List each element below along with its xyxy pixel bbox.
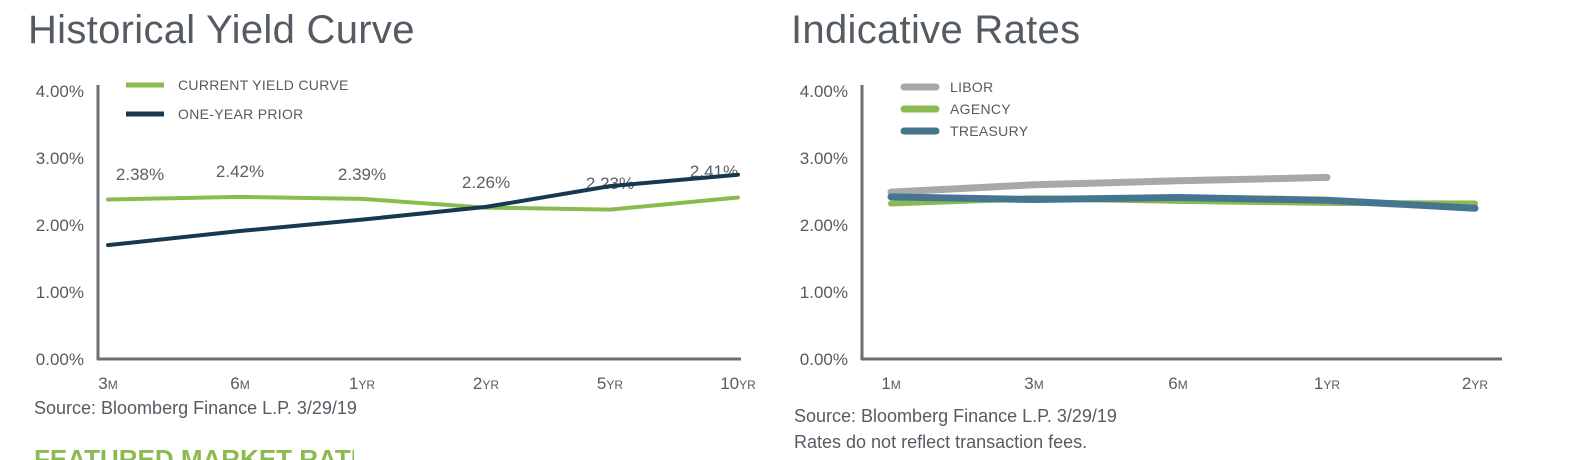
x-tick-label: 1YR	[1314, 374, 1340, 393]
data-point-one-year-prior	[485, 206, 487, 208]
x-tick-label: 5YR	[597, 374, 623, 393]
data-point-libor	[1177, 180, 1179, 182]
y-tick-label: 0.00%	[800, 350, 848, 369]
y-tick-label: 3.00%	[36, 149, 84, 168]
legend-label-treasury: TREASURY	[950, 123, 1029, 139]
legend-label-libor: LIBOR	[950, 79, 994, 95]
y-tick-label: 2.00%	[800, 216, 848, 235]
data-point-treasury	[1474, 207, 1476, 209]
y-tick-label: 3.00%	[800, 149, 848, 168]
legend-label-one-year-prior: ONE-YEAR PRIOR	[178, 106, 304, 122]
data-point-one-year-prior	[107, 244, 109, 246]
data-label: 2.38%	[116, 165, 164, 184]
data-point-treasury	[1177, 197, 1179, 199]
y-tick-label: 4.00%	[36, 82, 84, 101]
x-tick-label: 1M	[881, 374, 900, 393]
chart-title: Historical Yield Curve	[28, 8, 415, 52]
x-tick-label: 10YR	[720, 374, 756, 393]
x-tick-label: 3M	[1024, 374, 1043, 393]
y-tick-label: 0.00%	[36, 350, 84, 369]
indicative-rates-chart: 0.00% 1.00% 2.00% 3.00% 4.00% 1M 3M 6M 1YR 2YR LIB…	[800, 79, 1502, 393]
data-point-treasury	[1326, 199, 1328, 201]
data-point-one-year-prior	[239, 230, 241, 232]
series-line-libor	[887, 173, 1331, 196]
y-tick-label: 1.00%	[800, 283, 848, 302]
chart-source: Source: Bloomberg Finance L.P. 3/29/19	[34, 398, 357, 418]
x-tick-label: 2YR	[1462, 374, 1488, 393]
chart-title: Indicative Rates	[791, 8, 1081, 52]
data-point-agency	[890, 203, 892, 205]
y-tick-label: 4.00%	[800, 82, 848, 101]
y-tick-label: 1.00%	[36, 283, 84, 302]
historical-yield-curve-chart: 0.00% 1.00% 2.00% 3.00% 4.00% 3M 6M 1YR 2YR 5YR 10…	[36, 77, 756, 393]
x-tick-label: 6M	[1168, 374, 1187, 393]
x-tick-label: 6M	[230, 374, 249, 393]
data-label: 2.26%	[462, 173, 510, 192]
data-point-one-year-prior	[737, 174, 739, 176]
data-point-treasury	[890, 196, 892, 198]
y-tick-label: 2.00%	[36, 216, 84, 235]
data-point-libor	[1326, 176, 1328, 178]
section-heading-cutoff: FEATURED MARKET RATES	[34, 446, 354, 460]
historical-yield-curve-panel: Historical Yield Curve 0.00% 1.00% 2.00% 3.…	[0, 0, 780, 458]
chart-source: Source: Bloomberg Finance L.P. 3/29/19	[794, 406, 1117, 426]
data-point-libor	[890, 191, 892, 193]
data-point-current-yield-curve	[737, 197, 739, 199]
x-tick-label: 2YR	[473, 374, 499, 393]
data-point-current-yield-curve	[239, 196, 241, 198]
chart-note: Rates do not reflect transaction fees.	[794, 432, 1088, 452]
data-label: 2.39%	[338, 165, 386, 184]
indicative-rates-panel: Indicative Rates 0.00% 1.00% 2.00% 3.00% 4.0…	[780, 0, 1588, 458]
data-point-one-year-prior	[361, 219, 363, 221]
data-point-current-yield-curve	[609, 209, 611, 211]
data-point-current-yield-curve	[361, 198, 363, 200]
legend-label-current-yield-curve: CURRENT YIELD CURVE	[178, 77, 349, 93]
data-point-current-yield-curve	[107, 199, 109, 201]
legend-label-agency: AGENCY	[950, 101, 1011, 117]
series-line-current-yield-curve	[106, 194, 740, 212]
x-tick-label: 1YR	[349, 374, 375, 393]
data-point-one-year-prior	[609, 185, 611, 187]
data-point-agency	[1474, 203, 1476, 205]
data-point-libor	[1033, 184, 1035, 186]
featured-heading: FEATURED MARKET RATES	[34, 446, 354, 460]
x-tick-label: 3M	[98, 374, 117, 393]
series-line-one-year-prior	[106, 172, 740, 248]
data-label: 2.42%	[216, 162, 264, 181]
data-point-treasury	[1033, 199, 1035, 201]
